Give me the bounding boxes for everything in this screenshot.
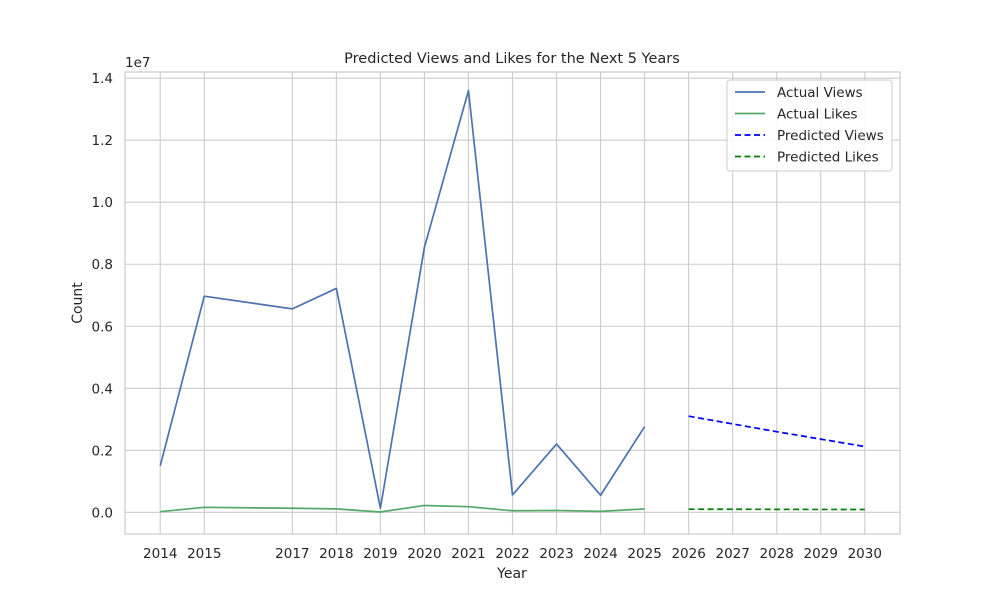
x-tick-label: 2024 [583,546,617,562]
x-tick-label: 2027 [715,546,749,562]
chart-title: Predicted Views and Likes for the Next 5… [344,51,680,67]
x-tick-label: 2025 [627,546,661,562]
y-tick-label: 1.0 [92,195,113,211]
x-axis-label: Year [496,566,527,582]
x-tick-label: 2017 [275,546,309,562]
grid [125,72,900,534]
series-layer [159,89,865,513]
y-tick-label: 1.2 [92,133,113,149]
x-tick-label: 2014 [143,546,177,562]
y-axis-label: Count [70,282,86,324]
x-tick-label: 2015 [187,546,221,562]
x-tick-label: 2020 [407,546,441,562]
y-tick-label: 0.4 [92,381,113,397]
series-line-actual-likes [160,504,645,513]
legend-label-actual-likes: Actual Likes [777,107,858,123]
y-tick-labels: 0.0 0.2 0.4 0.6 0.8 1.0 1.2 1.4 [92,71,113,521]
series-line-actual-views [159,89,646,510]
x-tick-label: 2026 [671,546,705,562]
x-tick-labels: 2014 2015 2017 2018 2019 2020 2021 2022 2023 2024… [143,546,882,562]
x-tick-label: 2019 [363,546,397,562]
x-tick-label: 2018 [319,546,353,562]
x-tick-label: 2029 [804,546,838,562]
legend-label-actual-views: Actual Views [777,85,863,101]
x-tick-label: 2021 [451,546,485,562]
y-tick-label: 1.4 [92,71,113,87]
y-offset-label: 1e7 [125,55,150,71]
legend: Actual Views Actual Likes Predicted Views P… [726,79,893,172]
y-tick-label: 0.6 [92,319,113,335]
series-line-predicted-views [688,415,865,448]
legend-box [726,79,893,172]
legend-label-predicted-likes: Predicted Likes [777,150,879,166]
y-tick-label: 0.8 [92,257,113,273]
x-tick-label: 2023 [539,546,573,562]
x-tick-label: 2028 [760,546,794,562]
y-tick-label: 0.2 [92,443,113,459]
x-tick-label: 2030 [848,546,882,562]
x-tick-label: 2022 [495,546,529,562]
plot-frame [124,71,901,535]
y-tick-label: 0.0 [92,505,113,521]
legend-label-predicted-views: Predicted Views [777,128,884,144]
